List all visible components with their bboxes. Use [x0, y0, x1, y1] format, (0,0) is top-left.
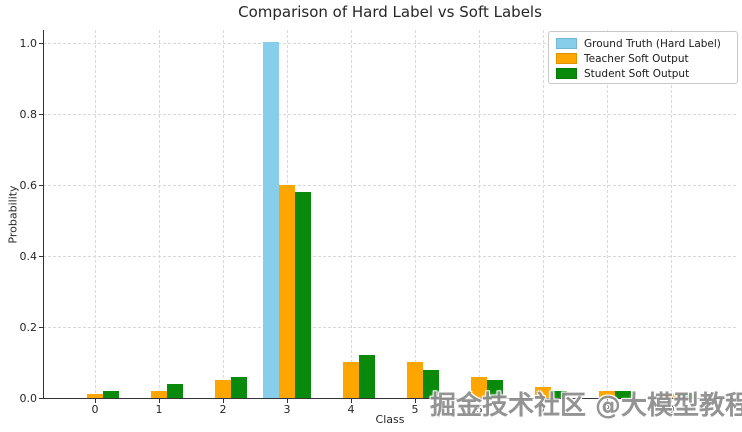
- x-tickmark: [415, 399, 416, 403]
- x-tickmark: [351, 399, 352, 403]
- legend-label: Ground Truth (Hard Label): [584, 37, 721, 50]
- bar-student-class2: [231, 377, 247, 398]
- y-tick-label: 1.0: [19, 36, 38, 50]
- legend-label: Teacher Soft Output: [584, 52, 689, 65]
- x-tickmark: [287, 399, 288, 403]
- legend-swatch: [556, 68, 577, 79]
- gridline-vertical: [223, 30, 224, 398]
- y-tick-label: 0.2: [19, 320, 38, 334]
- x-tick-label: 9: [667, 403, 675, 416]
- bar-teacher-class2: [215, 380, 231, 398]
- bar-teacher-class8: [599, 391, 615, 398]
- x-tickmark: [95, 399, 96, 403]
- legend-label: Student Soft Output: [584, 67, 690, 80]
- x-tickmark: [159, 399, 160, 403]
- y-tick-label: 0.0: [19, 392, 38, 405]
- y-tickmark: [39, 184, 43, 186]
- legend-entry: Teacher Soft Output: [556, 51, 730, 66]
- gridline-horizontal: [43, 113, 736, 115]
- gridline-vertical: [607, 30, 608, 398]
- x-tick-label: 1: [155, 403, 163, 416]
- bar-student-class7: [551, 391, 567, 398]
- bar-teacher-class3: [279, 185, 295, 398]
- legend-entry: Ground Truth (Hard Label): [556, 36, 730, 51]
- x-axis-label: Class: [375, 413, 405, 426]
- legend-entry: Student Soft Output: [556, 66, 730, 81]
- y-tickmark: [39, 326, 43, 328]
- x-tick-label: 8: [603, 403, 611, 416]
- legend-swatch: [556, 53, 577, 64]
- legend-swatch: [556, 38, 577, 49]
- x-tickmark: [479, 399, 480, 403]
- x-tick-label: 5: [411, 403, 419, 416]
- bar-student-class5: [423, 370, 439, 398]
- y-tickmark: [39, 255, 43, 257]
- y-tick-label: 0.6: [19, 178, 38, 192]
- y-axis-spine: [43, 30, 44, 398]
- gridline-vertical: [415, 30, 416, 398]
- bar-teacher-class7: [535, 387, 551, 398]
- gridline-vertical: [95, 30, 96, 398]
- chart-title: Comparison of Hard Label vs Soft Labels: [238, 3, 542, 21]
- y-tick-label: 0.4: [19, 249, 38, 263]
- bar-teacher-class4: [343, 362, 359, 398]
- bar-teacher-class9: [663, 394, 679, 398]
- bar-student-class1: [167, 384, 183, 398]
- x-axis-spine: [43, 398, 737, 399]
- bar-student-class0: [103, 391, 119, 398]
- gridline-horizontal: [43, 255, 736, 257]
- x-tick-label: 7: [539, 403, 547, 416]
- bar-teacher-class5: [407, 362, 423, 398]
- y-tickmark: [39, 42, 43, 44]
- x-tick-label: 6: [475, 403, 483, 416]
- bar-student-class3: [295, 192, 311, 398]
- x-tickmark: [223, 399, 224, 403]
- bar-hard-class3: [263, 42, 279, 398]
- gridline-vertical: [543, 30, 544, 398]
- watermark-text: 掘金技术社区 @大模型教程: [430, 391, 742, 421]
- x-tickmark: [607, 399, 608, 403]
- gridline-vertical: [159, 30, 160, 398]
- bar-teacher-class1: [151, 391, 167, 398]
- bar-student-class9: [679, 394, 695, 398]
- bar-teacher-class0: [87, 394, 103, 398]
- legend: Ground Truth (Hard Label) Teacher Soft Ou…: [548, 31, 738, 84]
- x-tick-label: 2: [219, 403, 227, 416]
- bar-student-class6: [487, 380, 503, 398]
- x-tickmark: [671, 399, 672, 403]
- gridline-horizontal: [43, 42, 736, 44]
- y-tickmark: [39, 113, 43, 115]
- bar-student-class4: [359, 355, 375, 398]
- y-tick-label: 0.8: [19, 107, 38, 121]
- x-tick-label: 3: [283, 403, 291, 416]
- x-tick-label: 4: [347, 403, 355, 416]
- gridline-vertical: [351, 30, 352, 398]
- gridline-horizontal: [43, 326, 736, 328]
- x-tickmark: [543, 399, 544, 403]
- bar-teacher-class6: [471, 377, 487, 398]
- gridline-vertical: [479, 30, 480, 398]
- x-tick-label: 0: [91, 403, 99, 416]
- gridline-vertical: [671, 30, 672, 398]
- bar-student-class8: [615, 391, 631, 398]
- gridline-horizontal: [43, 184, 736, 186]
- y-tickmark: [39, 398, 43, 399]
